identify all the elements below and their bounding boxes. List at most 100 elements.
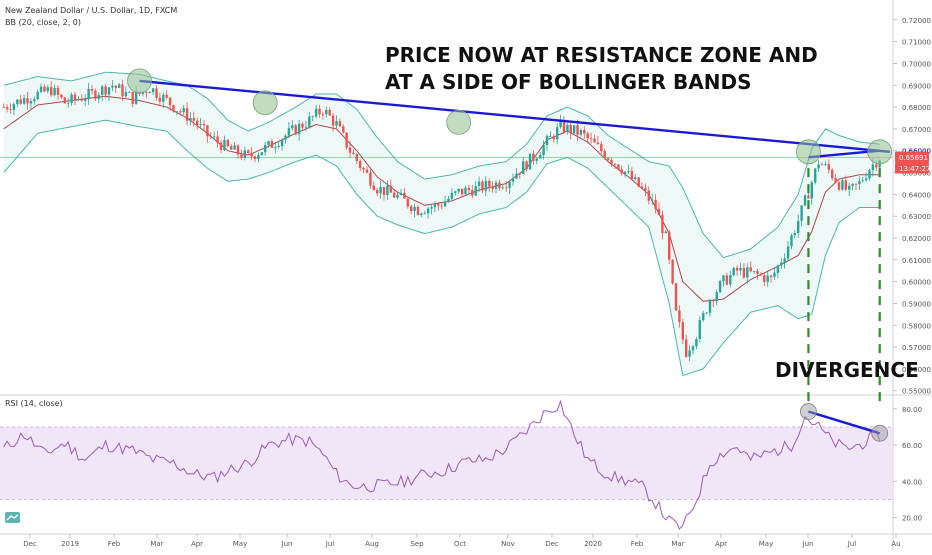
- candle-body: [654, 199, 657, 209]
- price-tick-label: 0.63000: [902, 213, 931, 221]
- candle-body: [668, 231, 671, 260]
- candle-body: [746, 267, 749, 278]
- candle-body: [240, 154, 243, 158]
- rsi-band-fill: [0, 426, 893, 500]
- candle-body: [50, 87, 53, 96]
- price-tick-label: 0.55000: [902, 388, 931, 396]
- candle-body: [549, 136, 552, 137]
- time-tick-label: Dec: [23, 540, 37, 548]
- candle-body: [776, 265, 780, 273]
- candle-body: [46, 87, 49, 92]
- candle-body: [695, 339, 698, 347]
- candle-body: [84, 99, 87, 101]
- candle-body: [783, 258, 786, 263]
- tradingview-logo-icon[interactable]: [5, 512, 20, 523]
- candle-body: [29, 101, 33, 104]
- candle-body: [827, 164, 830, 170]
- price-tick-label: 0.68000: [902, 104, 931, 112]
- rsi-axis-ticks: 80.00 60.00 40.00 20.00: [893, 406, 922, 523]
- candle-body: [206, 125, 209, 137]
- price-tick-label: 0.57000: [902, 344, 931, 352]
- candle-body: [179, 111, 182, 113]
- candle-body: [413, 207, 416, 211]
- candle-body: [396, 194, 399, 198]
- candle-body: [202, 124, 206, 126]
- time-tick-label: Dec: [545, 540, 559, 548]
- candle-body: [168, 97, 172, 106]
- candle-body: [233, 145, 236, 150]
- candle-body: [90, 89, 94, 91]
- candle-body: [12, 104, 16, 110]
- bollinger-lower-band: [3, 119, 880, 377]
- candle-body: [593, 138, 596, 143]
- candle-body: [199, 124, 202, 126]
- candle-body: [674, 283, 678, 311]
- candle-body: [196, 120, 199, 126]
- headline-line-2: AT A SIDE OF BOLLINGER BANDS: [385, 70, 752, 94]
- candle-body: [875, 164, 878, 168]
- candle-body: [39, 86, 43, 92]
- candle-body: [620, 169, 623, 174]
- candle-body: [352, 152, 355, 155]
- candle-body: [539, 155, 542, 159]
- candle-body: [325, 109, 328, 115]
- candle-body: [610, 159, 613, 164]
- candle-body: [501, 187, 504, 189]
- candle-body: [60, 94, 63, 98]
- candle-body: [810, 182, 813, 199]
- candle-body: [73, 94, 77, 100]
- candle-body: [474, 185, 477, 196]
- candle-body: [769, 275, 773, 277]
- time-tick-label: Sep: [410, 540, 424, 548]
- candle-body: [851, 183, 854, 186]
- candle-body: [640, 186, 644, 189]
- candle-body: [165, 94, 168, 98]
- candle-body: [841, 180, 844, 190]
- candle-body: [712, 300, 715, 302]
- candle-body: [732, 267, 735, 276]
- candle-body: [393, 192, 396, 198]
- candle-body: [685, 339, 688, 357]
- touch-point-marker: [127, 68, 152, 94]
- candle-body: [294, 125, 297, 135]
- candle-body: [433, 203, 437, 208]
- candle-body: [739, 268, 742, 271]
- candle-body: [219, 142, 223, 150]
- candle-body: [311, 116, 314, 118]
- candle-body: [331, 115, 335, 126]
- candle-body: [308, 116, 311, 127]
- rsi-divergence-line: [808, 410, 881, 435]
- divergence-label: DIVERGENCE: [775, 358, 919, 382]
- bar-countdown-badge-bg: [895, 162, 929, 174]
- candle-body: [871, 164, 875, 171]
- candle-body: [807, 195, 810, 199]
- candle-body: [634, 177, 637, 180]
- candle-body: [722, 275, 725, 282]
- candle-body: [559, 120, 562, 128]
- candle-body: [603, 151, 606, 159]
- last-price-badge-bg: [895, 151, 929, 163]
- candle-body: [705, 312, 708, 314]
- candle-body: [729, 275, 732, 285]
- candle-body: [213, 136, 216, 138]
- candle-body: [477, 181, 481, 186]
- candle-body: [535, 158, 538, 161]
- candle-body: [511, 178, 515, 182]
- candle-body: [185, 108, 189, 121]
- candle-body: [556, 127, 559, 140]
- candle-body: [118, 84, 121, 88]
- candle-body: [606, 158, 610, 160]
- candle-body: [759, 274, 763, 276]
- candle-body: [854, 183, 858, 185]
- last-price-badge: 0.65691: [899, 154, 928, 162]
- time-axis-ticks: Dec 2019 Feb Mar Apr May Jun Jul Aug Sep Oct Nov Dec…: [23, 534, 901, 548]
- candle-body: [386, 185, 389, 196]
- candle-body: [525, 161, 528, 170]
- price-tick-label: 0.72000: [902, 17, 931, 25]
- candle-body: [175, 111, 179, 113]
- candle-body: [2, 107, 5, 108]
- candle-body: [780, 262, 783, 266]
- candle-body: [681, 322, 684, 340]
- touch-point-marker: [867, 139, 893, 165]
- rsi-touch-marker: [800, 403, 817, 420]
